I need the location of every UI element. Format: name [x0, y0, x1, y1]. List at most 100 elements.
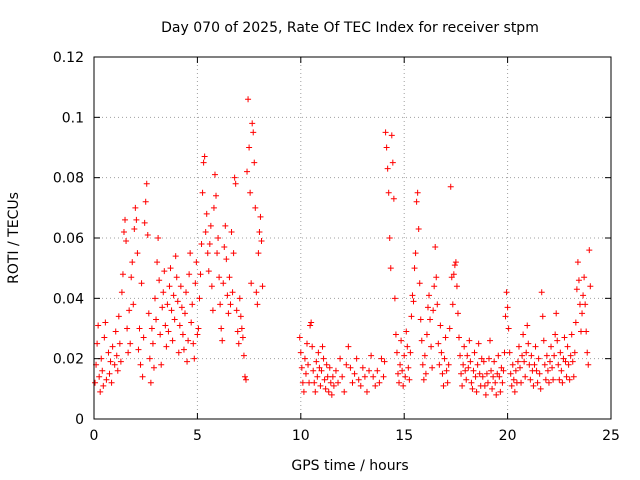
data-point: [92, 379, 99, 386]
data-point: [507, 370, 514, 377]
data-point: [423, 331, 430, 338]
data-point: [335, 379, 342, 386]
x-tick-label: 10: [292, 428, 310, 444]
data-point: [122, 216, 129, 223]
data-point: [238, 325, 245, 332]
data-point: [568, 331, 575, 338]
data-point: [118, 289, 125, 296]
data-point: [522, 373, 529, 380]
data-point: [492, 379, 499, 386]
data-point: [127, 340, 134, 347]
data-point: [355, 376, 362, 383]
data-point: [150, 364, 157, 371]
data-point: [255, 250, 262, 257]
data-point: [170, 292, 177, 299]
data-point: [155, 235, 162, 241]
data-point: [388, 132, 395, 139]
data-point: [497, 388, 504, 395]
data-point: [244, 168, 251, 175]
data-point: [540, 337, 547, 344]
data-point: [560, 355, 567, 362]
data-point: [521, 358, 528, 365]
data-point: [211, 171, 218, 178]
data-point: [257, 213, 264, 220]
data-point: [337, 355, 344, 362]
data-point: [469, 385, 476, 392]
data-point: [306, 379, 313, 386]
data-point: [491, 358, 498, 365]
data-point: [378, 355, 385, 362]
data-point: [561, 334, 568, 341]
data-point: [370, 373, 377, 380]
data-point: [446, 325, 453, 332]
data-point: [361, 373, 368, 380]
y-tick-label: 0.12: [53, 50, 84, 66]
data-point: [204, 250, 211, 257]
data-point: [242, 376, 249, 383]
data-point: [553, 310, 560, 317]
data-point: [119, 271, 126, 278]
data-point: [550, 376, 557, 383]
data-point: [442, 334, 449, 341]
data-point: [374, 367, 381, 374]
data-point: [508, 382, 515, 389]
data-point: [193, 259, 200, 266]
data-point: [462, 367, 469, 374]
data-point: [393, 349, 400, 356]
data-point: [418, 337, 425, 344]
data-point: [192, 280, 199, 287]
data-point: [582, 301, 589, 308]
data-point: [517, 364, 524, 371]
data-point: [415, 225, 422, 232]
data-point: [112, 328, 119, 335]
data-point: [535, 355, 542, 362]
data-point: [125, 349, 132, 356]
data-point: [557, 349, 564, 356]
data-point: [117, 358, 124, 365]
data-point: [157, 331, 164, 338]
data-point: [467, 358, 474, 365]
data-point: [385, 189, 392, 196]
data-point: [318, 367, 325, 374]
data-point: [120, 228, 127, 235]
data-point: [584, 349, 591, 356]
data-point: [571, 349, 578, 356]
data-point: [565, 361, 572, 368]
data-point: [311, 379, 318, 386]
data-point: [94, 340, 101, 347]
data-point: [496, 373, 503, 380]
data-point: [429, 364, 436, 371]
data-point: [208, 283, 215, 290]
data-point: [396, 379, 403, 386]
data-point: [449, 301, 456, 308]
data-point: [574, 259, 581, 266]
data-point: [259, 283, 266, 290]
data-point: [471, 349, 478, 356]
data-point: [559, 379, 566, 386]
data-point: [490, 373, 497, 380]
data-point: [413, 198, 420, 205]
data-point: [179, 331, 186, 338]
data-point: [448, 274, 455, 281]
data-point: [573, 286, 580, 293]
data-point: [144, 231, 151, 238]
data-point: [410, 298, 417, 305]
data-point: [538, 289, 545, 296]
data-point: [314, 373, 321, 380]
data-point: [140, 334, 147, 341]
data-point: [239, 334, 246, 341]
data-point: [476, 370, 483, 377]
data-point: [298, 364, 305, 371]
data-point: [176, 322, 183, 329]
data-point: [494, 370, 501, 377]
data-point: [111, 361, 118, 368]
data-point: [152, 295, 159, 302]
data-point: [301, 355, 308, 362]
data-point: [438, 349, 445, 356]
x-tick-label: 25: [602, 428, 620, 444]
data-point: [458, 370, 465, 377]
data-point: [328, 391, 335, 398]
data-point: [163, 343, 170, 350]
data-point: [234, 328, 241, 335]
data-point: [202, 228, 209, 235]
